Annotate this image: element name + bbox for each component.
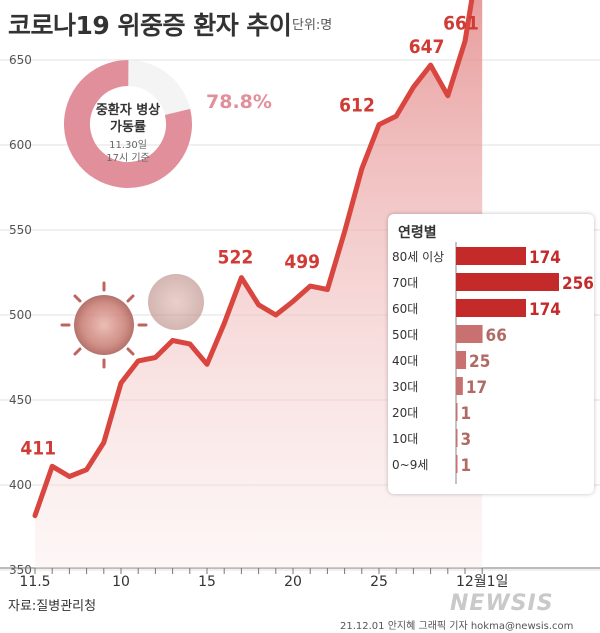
x-tick-label: 10 [112,574,130,590]
bar-value-label: 3 [461,430,472,450]
data-label: 612 [339,95,375,117]
bar-value-label: 1 [461,456,472,476]
bar [456,377,463,395]
bar-category-label: 80세 이상 [392,250,444,264]
bar [456,403,458,421]
trend-line [32,0,475,519]
bed-occupancy-donut: 중환자 병상 가동률 11.30일 17시 기준 78.8% [64,60,272,188]
x-tick-label: 20 [284,574,302,590]
age-breakdown-panel: 연령별 80세 이상 174 70대 256 60대 174 50대 66 40대 25 30대 17… [388,214,594,494]
unit-label: 단위:명 [292,18,333,33]
bar [456,247,527,265]
bar [456,455,458,473]
y-tick-label: 350 [9,563,32,577]
bar [456,351,467,369]
y-tick-label: 450 [9,393,32,407]
data-labels: 411522499612647661723 [20,12,479,459]
bar-value-label: 174 [529,300,561,320]
donut-label-line2: 가동률 [110,120,146,135]
source-note: 자료:질병관리청 [8,599,97,614]
x-tick-label: 25 [370,574,388,590]
y-tick-label: 400 [9,478,32,492]
data-label: 499 [284,251,320,273]
bar-category-label: 70대 [392,276,418,290]
age-breakdown-title: 연령별 [398,225,437,241]
bar-value-label: 17 [466,378,487,398]
bar-category-label: 10대 [392,432,418,446]
bar-value-label: 174 [529,248,561,268]
data-label: 661 [443,12,479,34]
age-bar-chart: 80세 이상 174 70대 256 60대 174 50대 66 40대 25 30대 17 20대 1… [392,242,594,484]
donut-label-line1: 중환자 병상 [96,102,160,118]
bar-category-label: 30대 [392,380,418,394]
donut-note-line2: 17시 기준 [106,152,150,164]
y-axis: 350400450500550600650700 [9,53,32,577]
bar-value-label: 1 [461,404,472,424]
virus-icon [148,274,204,330]
bar-value-label: 256 [562,274,594,294]
bar-category-label: 0~9세 [392,458,428,472]
y-tick-label: 650 [9,53,32,67]
donut-value: 78.8% [206,91,272,113]
bar-category-label: 40대 [392,354,418,368]
bar-category-label: 20대 [392,406,418,420]
bar [456,299,527,317]
data-label: 647 [409,36,445,58]
bar [456,429,458,447]
donut-note-line1: 11.30일 [109,139,147,151]
bar-category-label: 60대 [392,302,418,316]
bar-value-label: 66 [486,326,507,346]
area-fill [35,0,483,568]
data-label: 522 [218,247,254,269]
credit-line: 21.12.01 안지혜 그래픽 기자 hokma@newsis.com [340,621,574,632]
bar-value-label: 25 [469,352,490,372]
newsis-logo: NEWSIS [450,591,554,616]
y-tick-label: 550 [9,223,32,237]
x-axis: 11.5 10 15 20 25 12월1일 [0,567,600,590]
bar [456,325,483,343]
y-tick-label: 600 [9,138,32,152]
virus-icon [60,281,148,369]
bar-category-label: 50대 [392,328,418,342]
x-tick-label: 12월1일 [456,574,508,590]
data-label: 411 [20,437,56,459]
x-tick-label: 15 [198,574,216,590]
y-tick-label: 500 [9,308,32,322]
chart-title: 코로나19 위중증 환자 추이 [8,11,292,40]
x-tick-label: 11.5 [19,574,50,590]
bar [456,273,559,291]
